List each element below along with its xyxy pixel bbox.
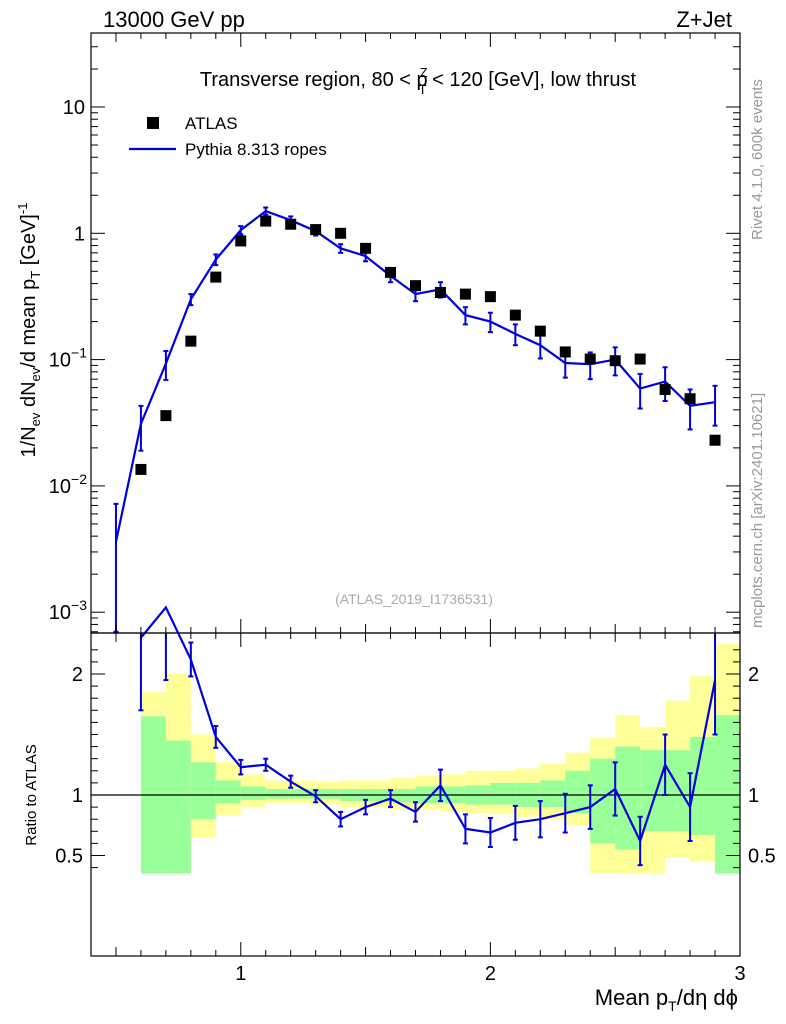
legend-label-pythia: Pythia 8.313 ropes: [185, 140, 327, 159]
main-y-tick-label: 10−3: [49, 597, 87, 624]
ratio-band-inner: [590, 758, 616, 844]
ratio-band-inner: [390, 788, 416, 803]
ratio-band-inner: [215, 780, 241, 804]
atlas-data-point: [584, 353, 596, 365]
ratio-panel: 1 2 3 0.5 0.5 1 1 2 2 Ratio to ATLAS Mean pT/dη …: [23, 605, 776, 1014]
process-label: Z+Jet: [676, 7, 732, 32]
main-axis-layer: 10 1 10−1 10−2 10−3: [49, 33, 741, 633]
legend-label-atlas: ATLAS: [185, 114, 238, 133]
atlas-data-point: [135, 463, 147, 475]
main-y-axis-title: 1/Nev dNev/d mean pT [GeV]-1: [15, 203, 43, 458]
legend: ATLAS Pythia 8.313 ropes: [129, 114, 327, 159]
atlas-data-point: [609, 355, 621, 367]
ratio-y-axis-title: Ratio to ATLAS: [23, 744, 40, 845]
ratio-y-tick-label-left: 2: [72, 664, 83, 686]
main-data-layer: [113, 206, 721, 633]
collision-label: 13000 GeV pp: [103, 7, 245, 32]
ratio-y-tick-label-right: 0.5: [748, 846, 776, 868]
atlas-data-point: [185, 335, 197, 347]
atlas-data-point: [534, 325, 546, 337]
atlas-data-point: [385, 266, 397, 278]
rivet-version-label: Rivet 4.1.0, 600k events: [749, 79, 766, 240]
ratio-band-inner: [565, 770, 591, 814]
legend-marker-atlas: [147, 117, 159, 129]
ratio-y-tick-label-right: 2: [748, 664, 759, 686]
atlas-data-point: [709, 434, 721, 446]
ratio-y-tick-label-right: 1: [748, 785, 759, 807]
ratio-band-inner: [665, 750, 691, 832]
atlas-data-point: [310, 224, 322, 236]
atlas-data-point: [360, 242, 372, 254]
atlas-data-point: [634, 353, 646, 365]
mc-series-line: [114, 209, 716, 543]
ratio-band-inner: [715, 715, 740, 874]
ratio-band-inner: [290, 788, 316, 799]
main-y-tick-label: 10: [63, 97, 85, 119]
x-axis-title: Mean pT/dη dϕ: [595, 985, 738, 1014]
atlas-data-point: [235, 235, 247, 247]
ratio-band-inner: [265, 788, 291, 799]
atlas-data-point: [459, 288, 471, 300]
arxiv-reference-label: mcplots.cern.ch [arXiv:2401.10621]: [749, 393, 766, 628]
analysis-reference: (ATLAS_2019_I1736531): [335, 591, 493, 607]
ratio-band-inner: [315, 788, 341, 799]
main-y-tick-label: 1: [74, 223, 85, 245]
atlas-data-point: [210, 271, 222, 283]
x-tick-label: 1: [235, 963, 246, 985]
ratio-band-inner: [490, 782, 516, 805]
ratio-y-tick-label-left: 0.5: [55, 846, 83, 868]
ratio-data-layer: [91, 605, 740, 874]
atlas-data-point: [559, 346, 571, 358]
atlas-data-point: [335, 227, 347, 239]
plot-title: Transverse region, 80 < pZ T < 120 [GeV],…: [200, 65, 637, 97]
atlas-data-point: [509, 309, 521, 321]
main-y-tick-label: 10−2: [49, 471, 87, 498]
atlas-data-point: [260, 215, 272, 227]
ratio-series-line: [140, 605, 717, 844]
x-tick-label: 2: [485, 963, 496, 985]
main-panel: 10 1 10−1 10−2 10−3 Transverse region, 80 < …: [15, 32, 741, 634]
atlas-data-point: [684, 393, 696, 405]
ratio-band-inner: [165, 740, 191, 874]
atlas-data-point: [160, 410, 172, 422]
atlas-data-point: [659, 383, 671, 395]
ratio-y-tick-label-left: 1: [72, 785, 83, 807]
ratio-band-inner: [640, 750, 666, 832]
ratio-band-inner: [240, 786, 266, 800]
atlas-data-point: [285, 218, 297, 230]
x-tick-label: 3: [734, 963, 745, 985]
ratio-axis-layer: 1 2 3 0.5 0.5 1 1 2 2: [55, 633, 776, 985]
atlas-data-point: [410, 280, 421, 292]
atlas-data-point: [484, 291, 496, 303]
atlas-data-point: [434, 286, 446, 298]
ratio-band-inner: [190, 762, 216, 820]
ratio-band-inner: [540, 780, 566, 808]
main-y-tick-label: 10−1: [49, 345, 87, 372]
